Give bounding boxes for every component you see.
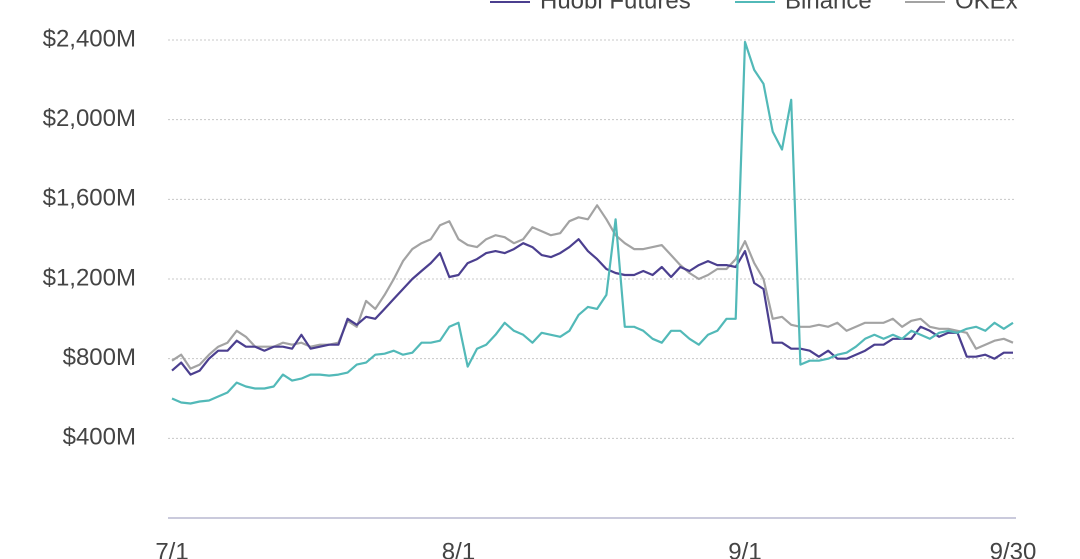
series-line — [171, 238, 1013, 376]
x-tick-label: 8/1 — [442, 538, 475, 559]
y-tick-label: $800M — [63, 344, 136, 371]
legend-label: OKEx — [955, 0, 1018, 14]
y-tick-label: $2,400M — [43, 25, 136, 52]
x-tick-label: 7/1 — [155, 538, 188, 559]
y-tick-label: $400M — [63, 424, 136, 451]
y-tick-label: $1,200M — [43, 264, 136, 291]
x-tick-label: 9/30 — [990, 538, 1037, 559]
legend-label: Huobi Futures — [540, 0, 691, 14]
legend-label: Binance — [785, 0, 872, 14]
y-tick-label: $2,000M — [43, 105, 136, 132]
series-line — [171, 204, 1014, 370]
y-tick-label: $1,600M — [43, 185, 136, 212]
x-tick-label: 9/1 — [728, 538, 761, 559]
series-line — [171, 40, 1014, 405]
